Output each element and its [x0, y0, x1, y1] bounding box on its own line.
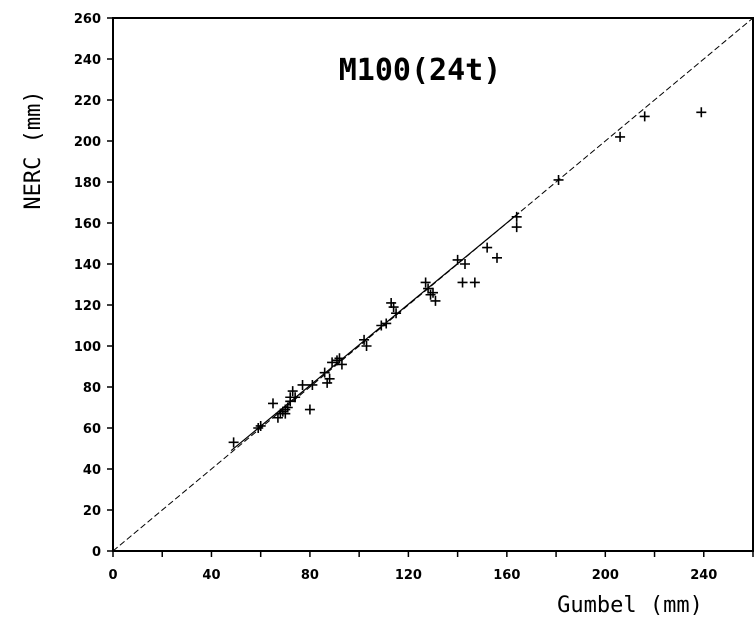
data-point: [388, 302, 399, 313]
x-tick-label: 200: [592, 568, 619, 583]
data-point: [420, 277, 431, 288]
y-tick-label: 180: [74, 176, 101, 191]
data-point: [391, 308, 402, 319]
x-tick-label: 80: [301, 568, 319, 583]
data-point: [511, 222, 522, 233]
y-tick-label: 0: [92, 545, 101, 560]
y-tick-label: 160: [74, 217, 101, 232]
y-tick-label: 60: [83, 422, 101, 437]
data-point: [482, 242, 493, 253]
y-tick-label: 80: [83, 381, 101, 396]
data-point: [334, 353, 345, 364]
fit-line-layer: [230, 212, 520, 452]
x-tick-label: 160: [493, 568, 520, 583]
y-tick-label: 100: [74, 340, 101, 355]
data-point: [696, 107, 707, 118]
y-tick-label: 220: [74, 94, 101, 109]
data-point: [287, 386, 298, 397]
data-point: [639, 111, 650, 122]
data-point: [228, 437, 239, 448]
data-point: [457, 277, 468, 288]
data-point: [359, 334, 370, 345]
data-point: [324, 373, 335, 384]
data-point: [268, 398, 278, 409]
data-point: [469, 277, 480, 288]
chart-title: M100(24t): [339, 53, 502, 88]
data-point: [452, 254, 463, 265]
fit-line: [230, 212, 520, 452]
y-tick-label: 40: [83, 463, 101, 478]
data-point: [430, 295, 441, 306]
data-point: [290, 392, 301, 403]
x-axis-ticks: 0 40 80 120 160 200 240: [108, 551, 754, 583]
data-point: [336, 359, 347, 370]
y-tick-label: 20: [83, 504, 101, 519]
data-point: [304, 404, 315, 415]
y-tick-label: 260: [74, 12, 101, 27]
y-axis-ticks: 0 20 40 60 80 100 120 140 160 180 200 220 240 260: [74, 12, 113, 560]
data-point: [460, 259, 470, 269]
data-point: [280, 404, 291, 415]
y-tick-label: 140: [74, 258, 101, 273]
data-point: [381, 318, 392, 329]
x-tick-label: 40: [202, 568, 220, 583]
data-point: [327, 357, 338, 368]
x-tick-label: 0: [108, 568, 117, 583]
data-point: [319, 367, 330, 378]
x-axis-title: Gumbel (mm): [557, 593, 703, 618]
data-point: [425, 289, 436, 300]
y-tick-label: 240: [74, 53, 101, 68]
data-point: [361, 341, 372, 351]
data-point: [376, 320, 387, 331]
data-point: [253, 423, 264, 433]
y-tick-label: 200: [74, 135, 101, 150]
y-tick-label: 120: [74, 299, 101, 314]
data-point: [428, 287, 438, 298]
data-points: [228, 107, 707, 448]
y-axis-title: NERC (mm): [21, 90, 46, 209]
x-tick-label: 120: [395, 568, 422, 583]
data-point: [615, 131, 626, 142]
data-point: [511, 211, 522, 222]
data-point: [553, 174, 564, 185]
plot-frame: [112, 17, 754, 552]
data-point: [282, 402, 293, 413]
x-tick-label: 240: [690, 568, 717, 583]
data-point: [255, 420, 266, 431]
data-point: [492, 252, 502, 263]
data-point: [297, 379, 308, 390]
data-point: [307, 379, 318, 390]
